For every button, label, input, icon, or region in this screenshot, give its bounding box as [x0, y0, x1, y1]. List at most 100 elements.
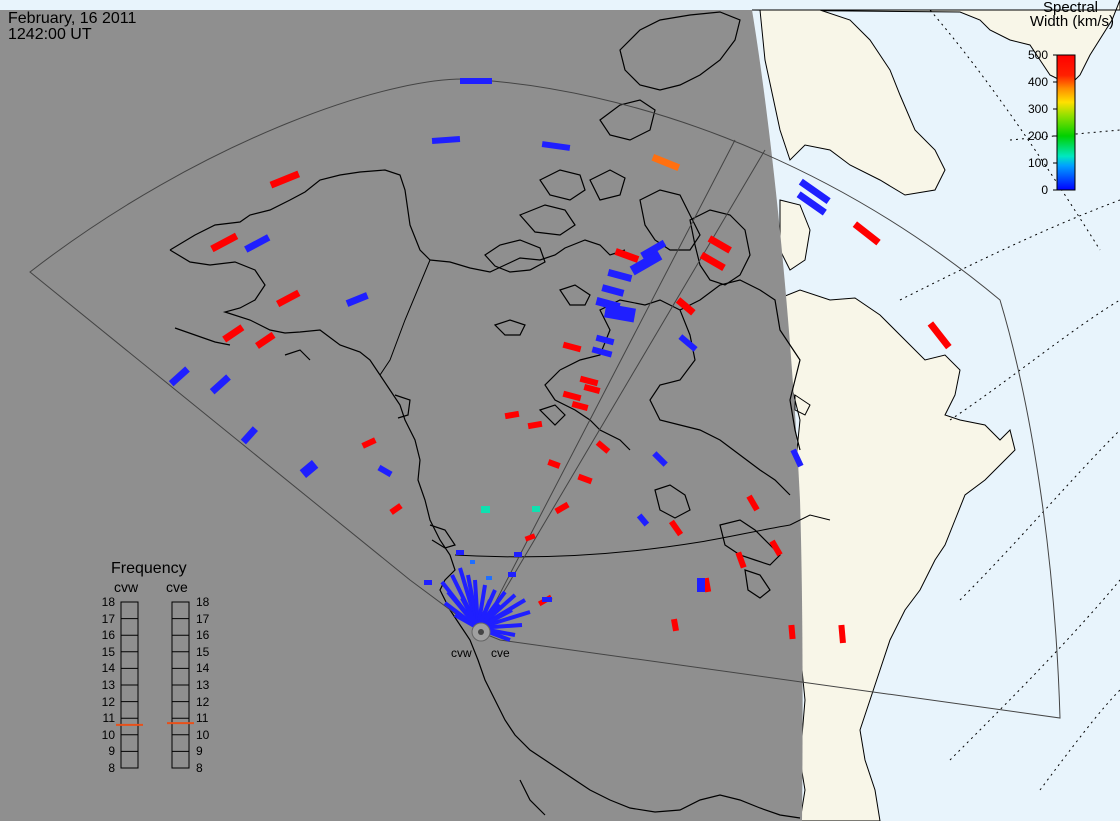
echo	[579, 375, 599, 387]
colorbar-tick-label: 0	[1041, 183, 1048, 197]
echo	[240, 426, 258, 445]
echo	[571, 401, 589, 411]
echo	[345, 292, 369, 307]
frequency-bars	[120, 601, 190, 769]
coastlines	[169, 11, 801, 819]
frequency-radar-cve: cve	[166, 579, 188, 595]
frequency-tick-left: 10	[101, 727, 115, 742]
echo	[746, 494, 760, 512]
radar-site-marker	[471, 622, 491, 642]
echo	[591, 346, 613, 358]
echo	[244, 234, 271, 253]
echo	[541, 141, 571, 151]
site-label-cve: cve	[491, 646, 510, 660]
frequency-tick-left: 14	[101, 661, 115, 676]
echo	[668, 519, 684, 537]
colorbar-tick-label: 200	[1027, 129, 1048, 143]
frequency-tick-left: 11	[102, 711, 115, 726]
echo	[629, 250, 663, 276]
time-label: 1242:00 UT	[8, 26, 92, 43]
colorbar-tick-label: 300	[1027, 102, 1048, 116]
echo	[636, 513, 650, 527]
echo	[209, 374, 231, 395]
echo	[210, 232, 239, 253]
echo	[927, 321, 952, 350]
echo	[508, 572, 516, 577]
echo	[838, 624, 846, 644]
echo	[431, 136, 461, 144]
colorbar-ticks	[1053, 54, 1057, 191]
echo	[577, 473, 593, 485]
frequency-tick-left: 18	[101, 595, 115, 609]
echo	[547, 459, 561, 469]
echo	[460, 78, 492, 84]
echo	[562, 341, 582, 353]
echo	[651, 153, 681, 171]
echo	[481, 506, 490, 513]
echo	[796, 191, 827, 216]
echo	[486, 576, 492, 580]
frequency-tick-right: 17	[196, 611, 210, 626]
echo	[554, 501, 570, 515]
echo	[255, 331, 276, 349]
frequency-tick-left: 17	[101, 611, 115, 626]
echo	[504, 410, 520, 420]
day-land-greenland-south	[759, 9, 946, 196]
day-land-greenland	[751, 0, 1120, 86]
echo	[389, 503, 403, 515]
echo	[595, 440, 611, 454]
echo	[614, 248, 640, 263]
site-label-cvw: cvw	[451, 646, 472, 660]
echo	[798, 178, 831, 205]
echo	[601, 284, 625, 297]
echo	[168, 366, 190, 387]
echo	[675, 297, 696, 316]
frequency-tick-left: 9	[108, 744, 115, 759]
frequency-radar-cvw: cvw	[114, 579, 139, 595]
night-region	[0, 10, 803, 821]
echo	[707, 235, 732, 254]
frequency-tick-right: 11	[196, 711, 209, 726]
echo	[456, 550, 464, 555]
frequency-tick-right: 9	[196, 744, 203, 759]
echo	[524, 533, 536, 542]
frequency-tick-left: 15	[101, 644, 115, 659]
echo	[769, 539, 783, 557]
day-land-east-canada-us	[774, 289, 1016, 821]
frequency-tick-left: 13	[101, 678, 115, 692]
echo	[562, 390, 582, 402]
echo	[607, 268, 633, 282]
echo	[361, 437, 377, 449]
colorbar-tick-label: 400	[1027, 75, 1048, 89]
colorbar-tick-label: 100	[1027, 156, 1048, 170]
echo	[377, 464, 393, 478]
echo	[299, 460, 319, 478]
frequency-tick-right: 18	[196, 595, 210, 609]
radar-echoes	[168, 78, 952, 644]
echo	[275, 289, 301, 308]
echo	[699, 251, 726, 271]
echo	[640, 239, 667, 259]
echo	[852, 221, 881, 246]
echo	[527, 420, 543, 430]
echo	[671, 618, 679, 632]
echo	[514, 552, 522, 557]
echo	[595, 334, 615, 346]
date-label: February, 16 2011	[8, 10, 137, 27]
frequency-tick-right: 12	[196, 694, 210, 709]
echo	[678, 334, 698, 352]
echo	[790, 448, 804, 468]
frequency-tick-right: 16	[196, 628, 210, 643]
echo	[735, 551, 747, 569]
echo	[424, 580, 432, 585]
echo	[697, 578, 705, 592]
echo	[652, 451, 668, 467]
colorbar-gradient	[1056, 54, 1076, 191]
frequency-title: Frequency	[111, 560, 187, 577]
echo	[604, 303, 636, 323]
frequency-tick-right: 10	[196, 727, 210, 742]
echo	[583, 384, 601, 394]
echo	[542, 597, 552, 602]
echo	[269, 170, 301, 189]
